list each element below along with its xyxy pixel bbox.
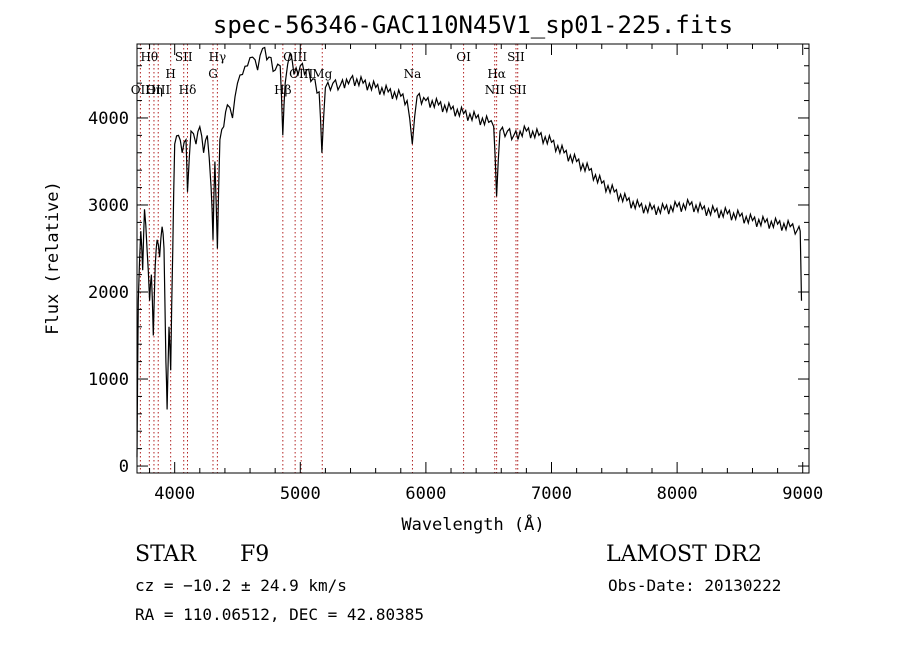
line-label-10: OIII bbox=[283, 50, 307, 64]
y-tick-label-1: 1000 bbox=[88, 370, 129, 390]
line-label-5: H bbox=[165, 67, 175, 81]
line-label-14: OI bbox=[456, 50, 471, 64]
x-axis-label: Wavelength (Å) bbox=[401, 513, 544, 535]
x-tick-label-1: 5000 bbox=[280, 484, 321, 504]
object-subclass: F9 bbox=[240, 542, 269, 567]
y-tick-label-0: 0 bbox=[119, 457, 129, 477]
y-axis: 0 1000 2000 3000 4000 bbox=[88, 47, 809, 477]
line-label-9: Hβ bbox=[274, 83, 291, 97]
x-axis: 4000 5000 6000 7000 8000 9000 bbox=[149, 44, 823, 504]
coordinates-text: RA = 110.06512, DEC = 42.80385 bbox=[135, 605, 424, 624]
x-tick-label-3: 7000 bbox=[531, 484, 572, 504]
spectral-line-markers bbox=[139, 44, 519, 473]
line-label-0: OII bbox=[131, 83, 151, 97]
y-tick-label-4: 4000 bbox=[88, 109, 129, 129]
x-tick-label-5: 9000 bbox=[782, 484, 823, 504]
x-tick-label-4: 8000 bbox=[657, 484, 698, 504]
line-label-12: Mg bbox=[312, 67, 332, 81]
observation-date: Obs-Date: 20130222 bbox=[608, 576, 781, 595]
line-label-13: Na bbox=[404, 67, 422, 81]
plot-frame bbox=[136, 43, 810, 474]
y-tick-label-2: 2000 bbox=[88, 283, 129, 303]
y-axis-label: Flux (relative) bbox=[43, 181, 63, 335]
object-class: STAR bbox=[135, 542, 197, 567]
line-label-6: Hδ bbox=[179, 83, 197, 97]
redshift-text: cz = −10.2 ± 24.9 km/s bbox=[135, 576, 347, 595]
line-label-1: Hθ bbox=[140, 50, 158, 64]
line-label-3: OIII bbox=[146, 83, 170, 97]
line-label-18: SII bbox=[509, 83, 527, 97]
line-label-8: G bbox=[208, 67, 218, 81]
line-label-17: SII bbox=[507, 50, 525, 64]
line-label-15: Hα bbox=[487, 67, 506, 81]
spectrum-series bbox=[136, 46, 803, 458]
y-tick-label-3: 3000 bbox=[88, 196, 129, 216]
line-label-16: NII bbox=[485, 83, 505, 97]
x-tick-label-0: 4000 bbox=[154, 484, 195, 504]
survey-name: LAMOST DR2 bbox=[606, 542, 762, 567]
line-label-7: Hγ bbox=[209, 50, 227, 64]
x-tick-label-2: 6000 bbox=[405, 484, 446, 504]
line-label-4: SII bbox=[175, 50, 193, 64]
chart-title: spec-56346-GAC110N45V1_sp01-225.fits bbox=[213, 11, 733, 39]
line-label-2: Hη bbox=[145, 83, 163, 97]
